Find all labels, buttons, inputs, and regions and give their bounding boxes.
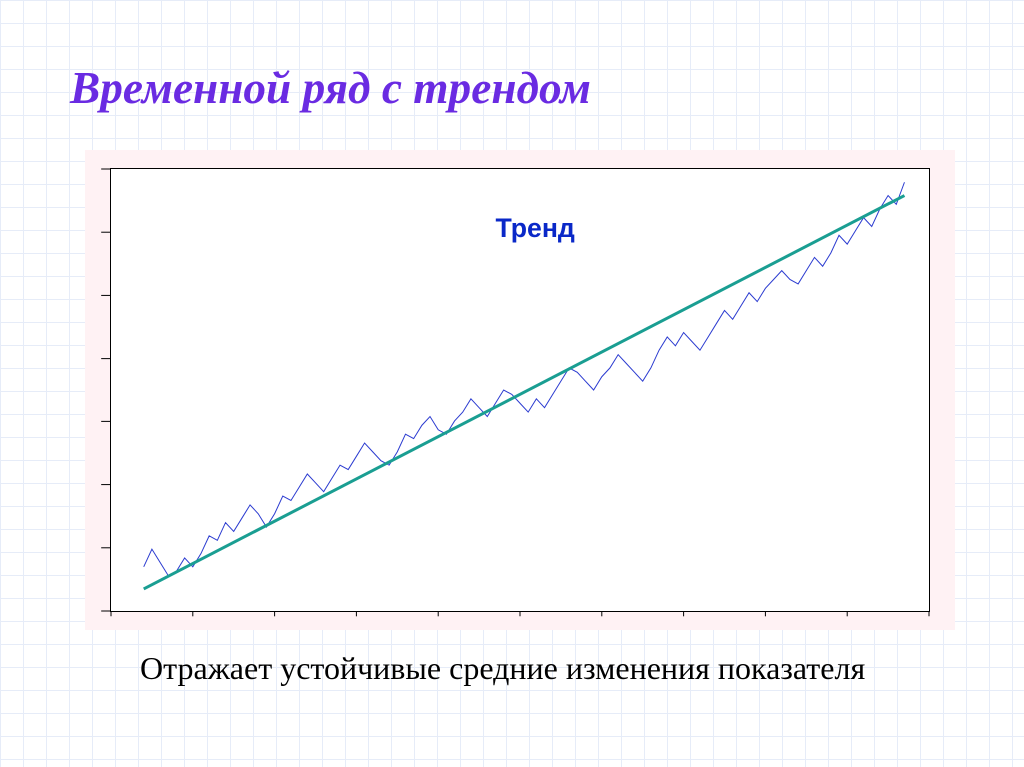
chart-container-outer: Тренд [85, 150, 955, 630]
slide-page: { "title": { "text": "Временной ряд с тр… [0, 0, 1024, 767]
chart-trend-label: Тренд [495, 213, 574, 244]
slide-title: Временной ряд с трендом [70, 62, 591, 114]
slide-caption: Отражает устойчивые средние изменения по… [140, 650, 865, 687]
chart-plot-area: Тренд [110, 168, 930, 612]
